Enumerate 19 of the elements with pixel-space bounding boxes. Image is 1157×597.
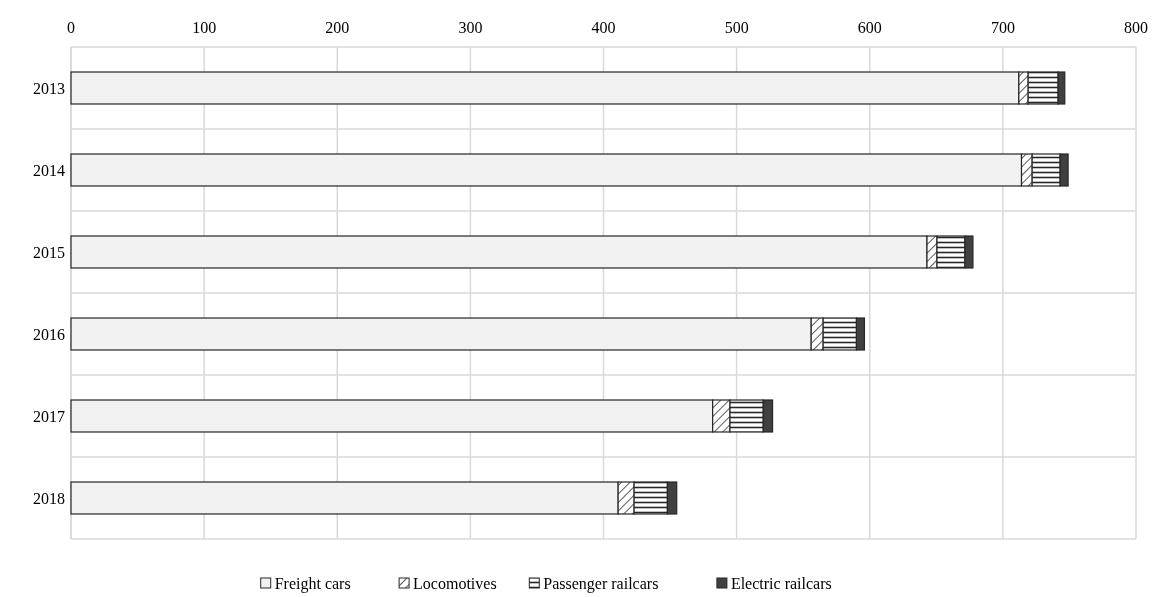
legend-label: Electric railcars — [730, 574, 832, 592]
x-tick-label: 300 — [458, 19, 483, 36]
x-tick-label: 400 — [591, 19, 616, 36]
legend-label: Passenger railcars — [543, 574, 659, 593]
y-tick-label: 2013 — [33, 79, 65, 97]
x-tick-label: 200 — [325, 19, 350, 36]
y-tick-label: 2016 — [33, 325, 65, 343]
y-tick-label: 2015 — [33, 243, 65, 261]
y-tick-label: 2017 — [33, 407, 65, 425]
legend-label: Locomotives — [413, 574, 497, 592]
x-tick-label: 600 — [857, 19, 882, 36]
x-tick-label: 500 — [724, 19, 749, 36]
x-tick-label: 800 — [1124, 19, 1148, 36]
y-tick-label: 2018 — [33, 489, 65, 507]
x-tick-label: 0 — [67, 19, 75, 36]
y-tick-label: 2014 — [33, 161, 65, 179]
legend-label: Freight cars — [274, 574, 351, 593]
x-tick-label: 700 — [990, 19, 1015, 36]
x-tick-label: 100 — [192, 19, 217, 36]
